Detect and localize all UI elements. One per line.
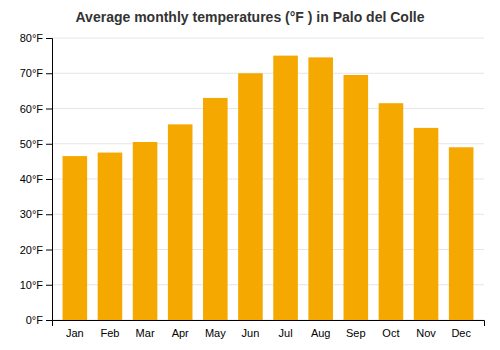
x-tick: Jan bbox=[66, 327, 84, 339]
y-tick: 50°F bbox=[20, 138, 52, 150]
y-tick: 60°F bbox=[20, 103, 52, 115]
bar bbox=[98, 153, 123, 320]
chart: 0°F 10°F 20°F 30°F 40°F 50°F 60°F 70°F 80°F Jan Fe… bbox=[0, 0, 500, 350]
x-tick: Jun bbox=[242, 327, 260, 339]
bar bbox=[344, 75, 369, 320]
y-tick: 20°F bbox=[20, 244, 52, 256]
bar bbox=[379, 103, 404, 320]
y-tick-mark bbox=[46, 144, 52, 145]
grid bbox=[52, 38, 484, 320]
x-tick: Oct bbox=[382, 327, 399, 339]
bar bbox=[414, 128, 439, 320]
y-tick: 0°F bbox=[26, 314, 52, 326]
x-tick-label: Mar bbox=[136, 327, 155, 339]
x-tick: Feb bbox=[100, 327, 119, 339]
x-tick-label: Apr bbox=[172, 327, 189, 339]
y-tick: 30°F bbox=[20, 208, 52, 220]
bar bbox=[238, 73, 263, 320]
bar bbox=[273, 56, 298, 320]
y-tick-label: 40°F bbox=[20, 173, 44, 185]
x-tick-label: Jun bbox=[242, 327, 260, 339]
y-axis-line bbox=[46, 39, 53, 321]
grid-line bbox=[52, 73, 484, 74]
x-tick: Aug bbox=[311, 327, 331, 339]
bars bbox=[63, 56, 474, 320]
y-tick-mark bbox=[46, 285, 52, 286]
y-tick: 10°F bbox=[20, 279, 52, 291]
x-tick: Sep bbox=[346, 327, 366, 339]
grid-line bbox=[52, 108, 484, 109]
bar bbox=[449, 147, 474, 320]
y-tick-mark bbox=[46, 320, 52, 321]
y-tick-mark bbox=[46, 214, 52, 215]
x-tick: Apr bbox=[172, 327, 189, 339]
y-tick-mark bbox=[46, 250, 52, 251]
y-tick-label: 50°F bbox=[20, 138, 44, 150]
y-tick: 40°F bbox=[20, 173, 52, 185]
x-tick-label: Jan bbox=[66, 327, 84, 339]
x-tick: Jul bbox=[279, 327, 293, 339]
bar bbox=[308, 57, 333, 320]
plot: 0°F 10°F 20°F 30°F 40°F 50°F 60°F 70°F 80°F Jan Fe… bbox=[20, 32, 485, 339]
x-tick: Mar bbox=[136, 327, 155, 339]
x-tick-label: Sep bbox=[346, 327, 366, 339]
y-axis: 0°F 10°F 20°F 30°F 40°F 50°F 60°F 70°F 80°F bbox=[20, 32, 53, 326]
y-tick-label: 20°F bbox=[20, 244, 44, 256]
x-tick-label: Dec bbox=[451, 327, 471, 339]
y-tick-label: 80°F bbox=[20, 32, 44, 44]
y-tick-mark bbox=[46, 38, 52, 39]
bar bbox=[63, 156, 88, 320]
y-tick: 70°F bbox=[20, 67, 52, 79]
y-tick-mark bbox=[46, 73, 52, 74]
y-tick-label: 30°F bbox=[20, 208, 44, 220]
x-tick: Nov bbox=[416, 327, 436, 339]
x-tick-label: May bbox=[205, 327, 226, 339]
x-axis: Jan Feb Mar Apr May Jun Jul Aug Sep Oct Nov Dec bbox=[53, 321, 485, 339]
bar bbox=[203, 98, 228, 320]
y-tick-label: 60°F bbox=[20, 103, 44, 115]
x-axis-line bbox=[53, 321, 485, 327]
y-tick-label: 10°F bbox=[20, 279, 44, 291]
title: Average monthly temperatures (°F ) in Pa… bbox=[76, 9, 425, 25]
y-tick-label: 70°F bbox=[20, 67, 44, 79]
x-tick-label: Oct bbox=[382, 327, 399, 339]
x-tick-label: Jul bbox=[279, 327, 293, 339]
x-tick: Dec bbox=[451, 327, 471, 339]
y-tick-mark bbox=[46, 179, 52, 180]
bar bbox=[133, 142, 158, 320]
y-tick: 80°F bbox=[20, 32, 52, 44]
x-tick-label: Aug bbox=[311, 327, 331, 339]
x-tick: May bbox=[205, 327, 226, 339]
y-tick-mark bbox=[46, 109, 52, 110]
x-tick-label: Nov bbox=[416, 327, 436, 339]
x-tick-label: Feb bbox=[100, 327, 119, 339]
grid-line bbox=[52, 38, 484, 39]
bar bbox=[168, 124, 193, 320]
y-tick-label: 0°F bbox=[26, 314, 44, 326]
